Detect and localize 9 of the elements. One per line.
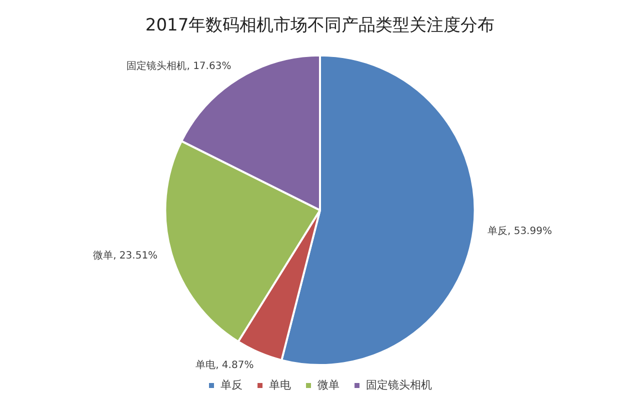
data-label: 微单, 23.51%	[93, 250, 158, 262]
data-label: 固定镜头相机, 17.63%	[126, 60, 232, 72]
legend-label: 固定镜头相机	[366, 378, 432, 392]
legend-label: 单电	[269, 378, 291, 392]
data-label: 单反, 53.99%	[487, 224, 552, 237]
chart-title: 2017年数码相机市场不同产品类型关注度分布	[145, 16, 495, 36]
legend-label: 单反	[220, 378, 242, 392]
legend-label: 微单	[318, 378, 340, 392]
data-label: 单电, 4.87%	[196, 359, 254, 372]
